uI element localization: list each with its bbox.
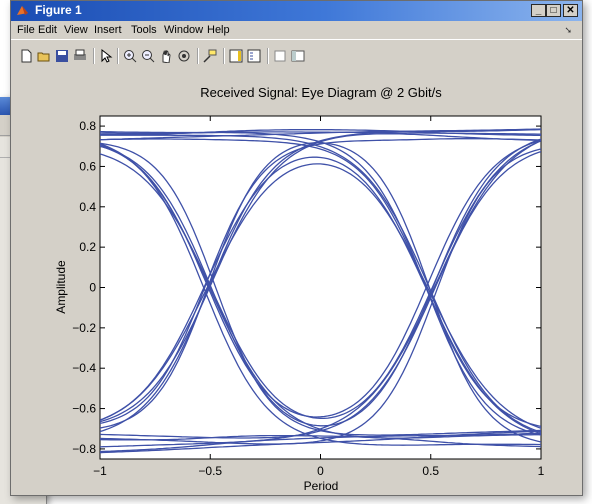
eye-trace-line	[100, 134, 541, 433]
toolbar-separator	[93, 48, 95, 64]
y-tick-label: −0.4	[72, 361, 96, 375]
menu-edit[interactable]: Edit	[38, 24, 57, 36]
rotate-3d-icon[interactable]	[177, 49, 191, 63]
y-tick-label: −0.8	[72, 442, 96, 456]
menu-view[interactable]: View	[64, 24, 88, 36]
window-title: Figure 1	[35, 3, 82, 17]
eye-trace-line	[100, 138, 541, 428]
zoom-out-icon[interactable]	[141, 49, 155, 63]
y-tick-label: 0.2	[79, 240, 96, 254]
close-button[interactable]: ✕	[563, 4, 578, 17]
figure-canvas: Received Signal: Eye Diagram @ 2 Gbit/s …	[11, 72, 582, 495]
menu-file[interactable]: File	[17, 24, 35, 36]
eye-trace-line	[100, 128, 541, 433]
print-icon[interactable]	[73, 49, 87, 63]
menu-bar: File Edit View Insert Tools Window Help …	[11, 21, 582, 39]
eye-trace-line	[100, 432, 541, 453]
menu-window[interactable]: Window	[164, 24, 204, 36]
figure-window: Figure 1 _ □ ✕ File Edit View Insert Too…	[10, 0, 583, 496]
title-bar[interactable]: Figure 1 _ □ ✕	[11, 1, 582, 21]
eye-trace-line	[100, 430, 541, 454]
hide-plot-tools-icon[interactable]	[273, 49, 287, 63]
new-figure-icon[interactable]	[19, 49, 33, 63]
eye-trace-line	[100, 163, 541, 430]
data-cursor-icon[interactable]	[203, 49, 217, 63]
eye-trace-line	[100, 148, 541, 445]
matlab-icon	[17, 6, 28, 15]
eye-diagram-chart[interactable]: Received Signal: Eye Diagram @ 2 Gbit/s …	[11, 72, 582, 495]
chart-title: Received Signal: Eye Diagram @ 2 Gbit/s	[200, 85, 442, 100]
y-tick-label: 0.6	[79, 159, 96, 173]
show-plot-tools-icon[interactable]	[291, 49, 305, 63]
y-tick-label: 0	[89, 281, 96, 295]
open-file-icon[interactable]	[37, 49, 51, 63]
y-axis-label: Amplitude	[54, 260, 68, 314]
eye-trace-line	[100, 156, 541, 435]
y-tick-label: 0.4	[79, 200, 96, 214]
menu-help[interactable]: Help	[207, 24, 230, 36]
zoom-in-icon[interactable]	[123, 49, 137, 63]
toolbar	[11, 39, 582, 73]
x-tick-label: −0.5	[198, 464, 222, 478]
edit-plot-arrow-icon[interactable]	[99, 49, 113, 63]
minimize-button[interactable]: _	[531, 4, 546, 17]
x-tick-label: −1	[93, 464, 107, 478]
menu-tools[interactable]: Tools	[131, 24, 157, 36]
x-tick-label: 0.5	[422, 464, 439, 478]
x-axis-ticks: −1 −0.5 0 0.5 1	[93, 116, 545, 478]
x-axis-label: Period	[304, 479, 339, 493]
pan-hand-icon[interactable]	[159, 49, 173, 63]
eye-trace-line	[100, 144, 541, 439]
eye-trace-line	[100, 142, 541, 436]
save-icon[interactable]	[55, 49, 69, 63]
toolbar-separator	[197, 48, 199, 64]
eye-trace-line	[100, 142, 541, 443]
x-tick-label: 0	[317, 464, 324, 478]
eye-trace-line	[100, 129, 541, 137]
eye-trace-line	[100, 138, 541, 425]
y-tick-label: −0.2	[72, 321, 96, 335]
y-tick-label: −0.6	[72, 402, 96, 416]
toolbar-separator	[223, 48, 225, 64]
eye-trace-line	[100, 138, 541, 427]
plot-area	[99, 115, 542, 460]
eye-trace-line	[100, 128, 541, 141]
eye-trace-line	[100, 140, 541, 420]
y-axis-ticks: −0.8 −0.6 −0.4 −0.2 0 0.2 0.4 0.6 0.8	[72, 119, 541, 456]
x-tick-label: 1	[538, 464, 545, 478]
colorbar-icon[interactable]	[229, 49, 243, 63]
dock-arrow-icon[interactable]: ➘	[564, 25, 572, 35]
toolbar-separator	[267, 48, 269, 64]
menu-insert[interactable]: Insert	[94, 24, 122, 36]
eye-traces	[100, 128, 541, 454]
y-tick-label: 0.8	[79, 119, 96, 133]
maximize-button[interactable]: □	[546, 4, 561, 17]
toolbar-separator	[117, 48, 119, 64]
legend-icon[interactable]	[247, 49, 261, 63]
eye-trace-line	[100, 130, 541, 436]
